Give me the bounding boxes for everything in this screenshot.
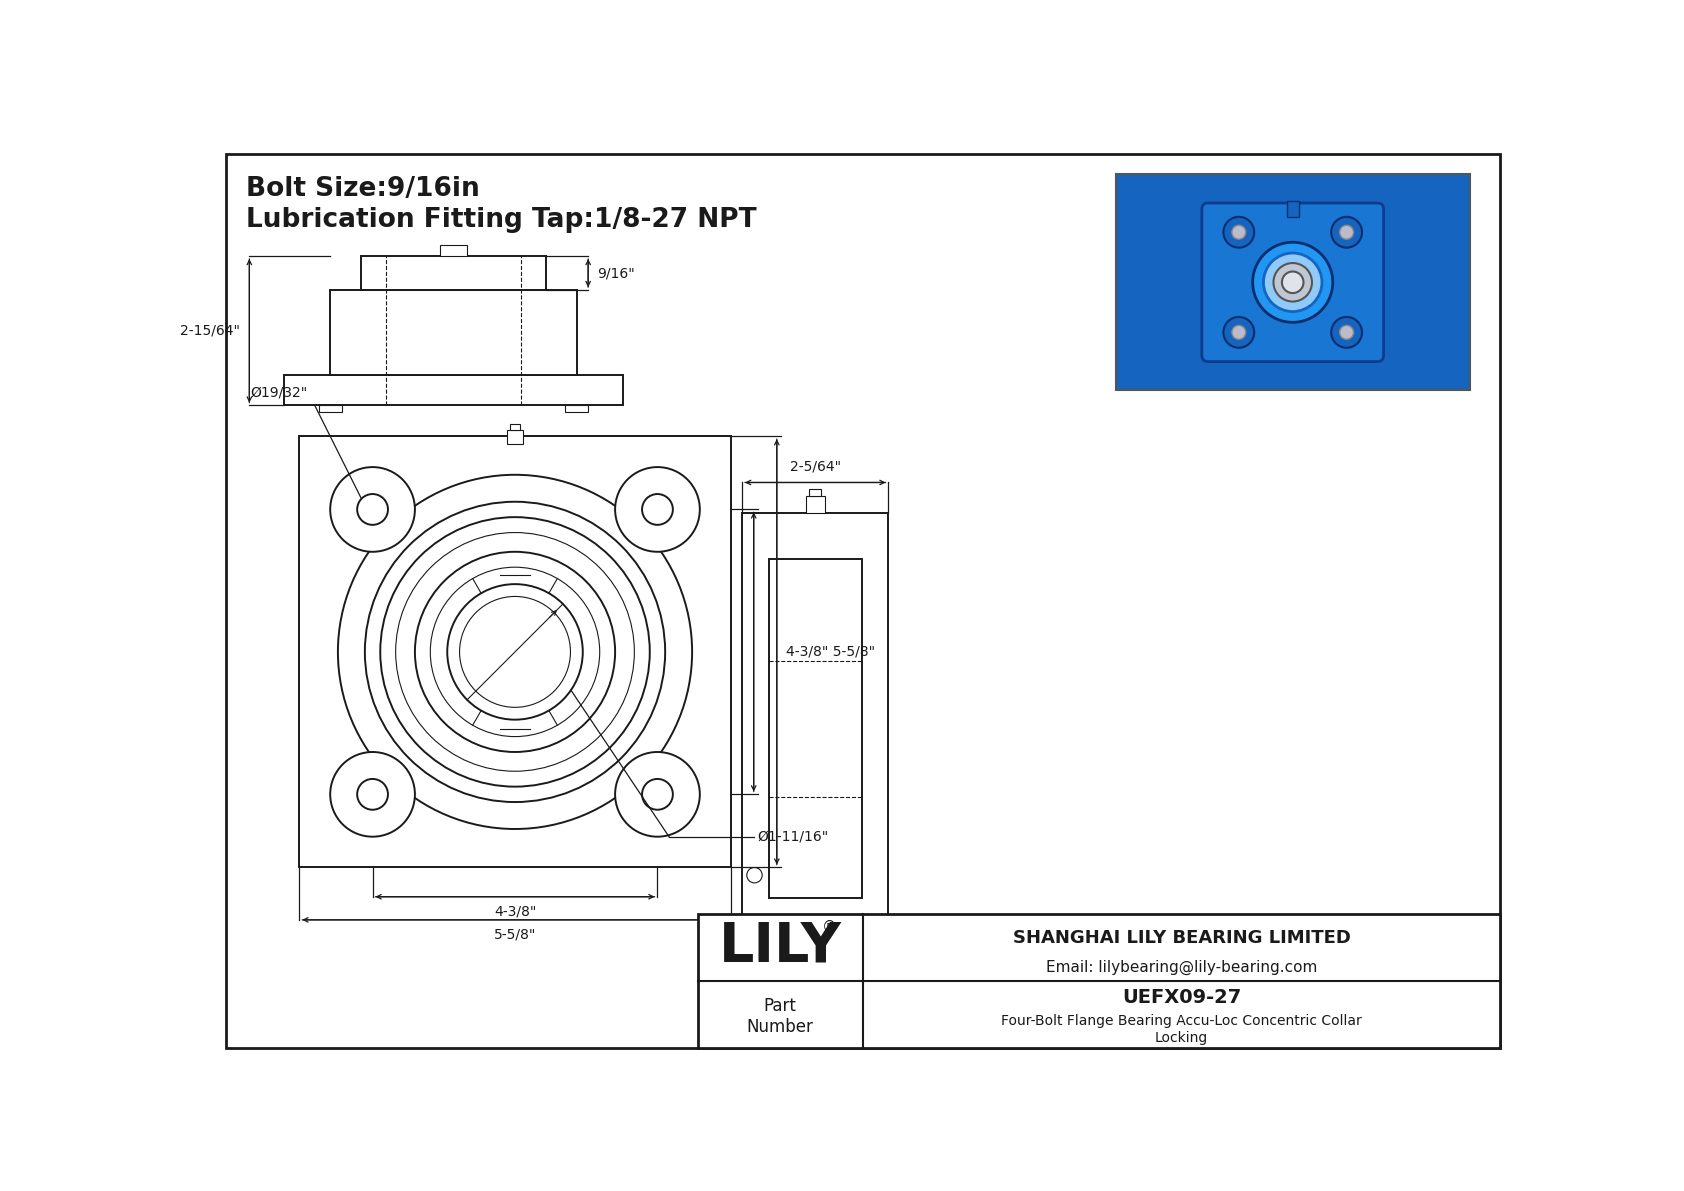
Bar: [360, 256, 546, 289]
Bar: [440, 244, 466, 256]
Circle shape: [357, 779, 387, 810]
Circle shape: [615, 752, 701, 837]
Circle shape: [1332, 317, 1362, 348]
Circle shape: [338, 475, 692, 829]
Circle shape: [1233, 225, 1246, 239]
Text: Part
Number: Part Number: [746, 997, 813, 1035]
Text: 5-5/8": 5-5/8": [493, 928, 536, 942]
Circle shape: [746, 867, 763, 883]
Text: 2-15/64": 2-15/64": [180, 324, 241, 338]
Bar: [566, 405, 588, 412]
Circle shape: [1273, 263, 1312, 301]
Circle shape: [431, 567, 600, 736]
Text: LILY: LILY: [719, 919, 842, 973]
Text: 1-9/16": 1-9/16": [790, 980, 840, 994]
Circle shape: [1263, 252, 1322, 312]
Circle shape: [414, 551, 615, 752]
Bar: [1115, 175, 1470, 391]
Bar: [318, 405, 342, 412]
Bar: [697, 913, 1500, 1048]
Bar: [507, 430, 522, 444]
Circle shape: [1340, 225, 1354, 239]
Circle shape: [396, 532, 635, 772]
Circle shape: [1340, 325, 1354, 339]
Circle shape: [365, 501, 665, 802]
Text: Ø1-11/16": Ø1-11/16": [758, 830, 829, 843]
Circle shape: [381, 517, 650, 786]
Circle shape: [615, 467, 701, 551]
Bar: [743, 513, 889, 944]
Bar: [770, 560, 862, 898]
Circle shape: [1233, 325, 1246, 339]
Circle shape: [642, 779, 674, 810]
FancyBboxPatch shape: [1202, 202, 1384, 362]
Circle shape: [330, 467, 414, 551]
Bar: [285, 375, 623, 405]
Text: 4-3/8" 5-5/8": 4-3/8" 5-5/8": [786, 644, 876, 659]
Text: 9/16": 9/16": [598, 266, 635, 280]
Bar: [808, 488, 822, 497]
Bar: [807, 497, 825, 513]
Circle shape: [1332, 217, 1362, 248]
Circle shape: [1253, 242, 1332, 323]
Text: UEFX09-27: UEFX09-27: [1122, 987, 1241, 1006]
Text: 4-3/8": 4-3/8": [493, 904, 536, 918]
Circle shape: [460, 597, 571, 707]
Circle shape: [330, 752, 414, 837]
Circle shape: [1282, 272, 1303, 293]
Text: 2-5/64": 2-5/64": [790, 460, 840, 473]
Text: Bolt Size:9/16in: Bolt Size:9/16in: [246, 176, 480, 202]
Bar: [510, 424, 520, 430]
Bar: [300, 436, 731, 867]
Text: SHANGHAI LILY BEARING LIMITED: SHANGHAI LILY BEARING LIMITED: [1012, 929, 1351, 947]
Text: Email: lilybearing@lily-bearing.com: Email: lilybearing@lily-bearing.com: [1046, 960, 1317, 975]
Circle shape: [448, 584, 583, 719]
Text: Ø19/32": Ø19/32": [249, 386, 306, 399]
Circle shape: [357, 494, 387, 525]
Text: Lubrication Fitting Tap:1/8-27 NPT: Lubrication Fitting Tap:1/8-27 NPT: [246, 207, 756, 232]
Circle shape: [642, 494, 674, 525]
Circle shape: [1223, 317, 1255, 348]
Text: ®: ®: [822, 921, 837, 935]
Text: Four-Bolt Flange Bearing Accu-Loc Concentric Collar
Locking: Four-Bolt Flange Bearing Accu-Loc Concen…: [1000, 1015, 1362, 1045]
Bar: [330, 289, 576, 375]
Circle shape: [1223, 217, 1255, 248]
Bar: [1287, 201, 1298, 217]
